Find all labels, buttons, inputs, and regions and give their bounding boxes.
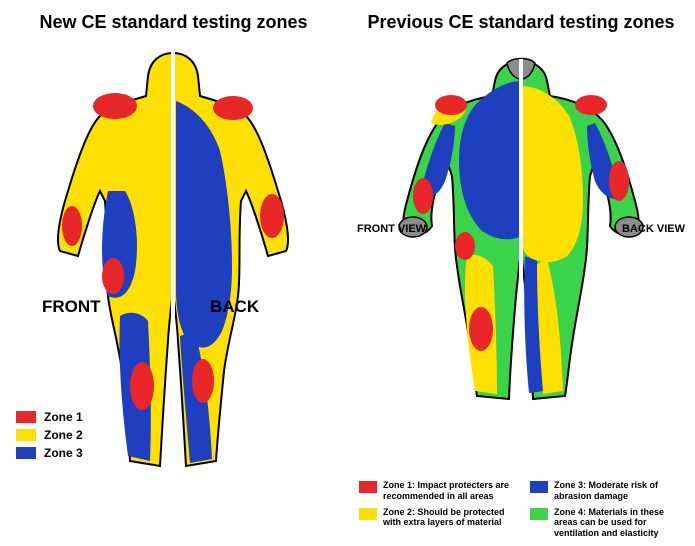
new-standard-legend: Zone 1 Zone 2 Zone 3 (16, 410, 83, 464)
previous-standard-figure: FRONT VIEW BACK VIEW (347, 41, 695, 401)
previous-suit-svg (347, 41, 695, 401)
legend-swatch-zone4 (530, 508, 548, 520)
prev-back-zone1-shoulder (575, 95, 607, 115)
legend-swatch-zone3 (530, 481, 548, 493)
legend-swatch-zone2 (16, 429, 36, 441)
prev-back-zone1-elbow (609, 161, 629, 201)
legend-row: Zone 1: Impact protecters are recommende… (359, 480, 512, 501)
legend-swatch-zone3 (16, 447, 36, 459)
front-zone1-elbow (62, 206, 82, 246)
new-standard-title: New CE standard testing zones (0, 0, 347, 33)
prev-front-zone1-elbow (413, 178, 433, 214)
prev-front-zone1-knee (469, 307, 493, 351)
back-zone1-elbow (260, 194, 284, 238)
new-standard-panel: New CE standard testing zones (0, 0, 347, 546)
legend-label: Zone 3: Moderate risk of abrasion damage (554, 480, 683, 501)
prev-back-label: BACK VIEW (622, 223, 685, 235)
legend-label: Zone 1: Impact protecters are recommende… (383, 480, 512, 501)
back-zone1-shoulder (213, 96, 253, 120)
front-zone1-knee (130, 362, 154, 410)
previous-standard-panel: Previous CE standard testing zones (347, 0, 695, 546)
legend-row: Zone 3 (16, 446, 83, 460)
legend-row: Zone 3: Moderate risk of abrasion damage (530, 480, 683, 501)
prev-front-label: FRONT VIEW (357, 223, 426, 235)
new-suit-svg (0, 41, 347, 471)
prev-front-zone1-hip (455, 232, 475, 260)
legend-label: Zone 2: Should be protected with extra l… (383, 507, 512, 528)
back-label: BACK (210, 297, 259, 317)
legend-row: Zone 1 (16, 410, 83, 424)
legend-row: Zone 2: Should be protected with extra l… (359, 507, 512, 538)
front-zone1-shoulder (93, 93, 137, 119)
legend-label: Zone 1 (44, 410, 83, 424)
legend-row: Zone 2 (16, 428, 83, 442)
new-standard-figure: FRONT BACK (0, 41, 347, 471)
legend-swatch-zone1 (359, 481, 377, 493)
legend-label: Zone 4: Materials in these areas can be … (554, 507, 683, 538)
front-zone1-hip (102, 258, 124, 294)
legend-label: Zone 3 (44, 446, 83, 460)
back-zone1-knee (192, 359, 214, 403)
prev-front-zone1-shoulder (435, 95, 467, 115)
legend-swatch-zone2 (359, 508, 377, 520)
previous-standard-legend: Zone 1: Impact protecters are recommende… (359, 480, 683, 538)
legend-label: Zone 2 (44, 428, 83, 442)
previous-standard-title: Previous CE standard testing zones (347, 0, 695, 33)
front-label: FRONT (42, 297, 101, 317)
legend-swatch-zone1 (16, 411, 36, 423)
legend-row: Zone 4: Materials in these areas can be … (530, 507, 683, 538)
